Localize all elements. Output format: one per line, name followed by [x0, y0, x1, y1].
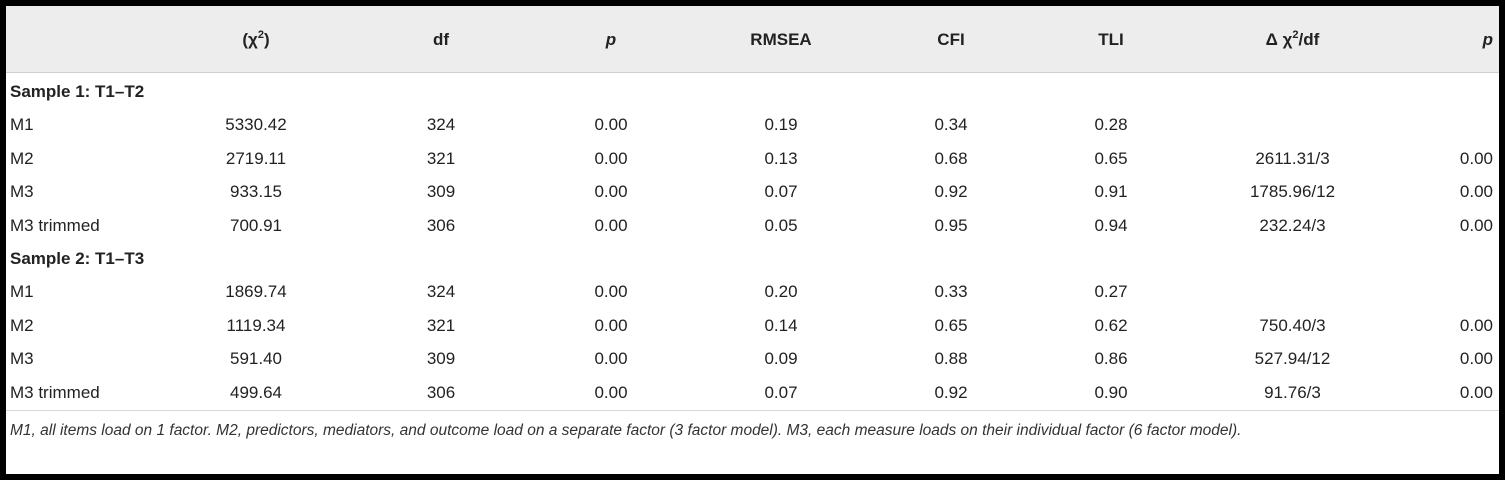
p-delta-cell — [1399, 108, 1499, 142]
delta-chi-square-cell: 750.40/3 — [1259, 315, 1326, 335]
p-delta-cell: 0.00 — [1459, 182, 1493, 202]
rmsea-cell: 0.07 — [764, 382, 798, 402]
df-cell: 321 — [426, 148, 456, 168]
p-cell: 0.00 — [594, 315, 628, 335]
p-cell: 0.00 — [594, 282, 628, 302]
rmsea-cell: 0.07 — [764, 182, 798, 202]
section-header-row: Sample 1: T1–T2 — [6, 75, 1499, 108]
delta-chi-square-cell: 232.24/3 — [1259, 215, 1326, 235]
p-cell: 0.00 — [594, 148, 628, 168]
cfi-cell: 0.33 — [934, 282, 968, 302]
model-cell: M3 trimmed — [10, 382, 100, 402]
model-cell: M1 — [10, 115, 34, 135]
tli-cell: 0.91 — [1094, 182, 1128, 202]
header-delta-chi-square-df: Δ χ2/df — [1265, 29, 1320, 49]
header-chi-square: (χ2) — [242, 29, 270, 49]
df-cell: 321 — [426, 315, 456, 335]
model-cell: M3 — [10, 349, 34, 369]
tli-cell: 0.27 — [1094, 282, 1128, 302]
rmsea-cell: 0.09 — [764, 349, 798, 369]
chi-square-cell: 2719.11 — [225, 148, 287, 168]
tli-cell: 0.28 — [1094, 115, 1128, 135]
chi-square-cell: 591.40 — [230, 349, 282, 369]
df-cell: 309 — [426, 349, 456, 369]
table-header-band — [6, 6, 1499, 73]
table-row: M2 2719.11 321 0.00 0.13 0.68 0.65 2611.31/3 0.0… — [6, 142, 1499, 176]
chi-square-cell: 499.64 — [230, 382, 282, 402]
p-cell: 0.00 — [594, 215, 628, 235]
rmsea-cell: 0.20 — [764, 282, 798, 302]
p-delta-cell: 0.00 — [1459, 349, 1493, 369]
header-empty — [6, 6, 156, 75]
model-cell: M2 — [10, 315, 34, 335]
tli-cell: 0.94 — [1094, 215, 1128, 235]
p-delta-cell: 0.00 — [1459, 215, 1493, 235]
df-cell: 306 — [426, 215, 456, 235]
section-header-row: Sample 2: T1–T3 — [6, 242, 1499, 275]
delta-chi-square-cell: 91.76/3 — [1264, 382, 1321, 402]
chi-square-cell: 933.15 — [230, 182, 282, 202]
model-fit-table: (χ2) df p RMSEA CFI TLI Δ χ2/df p Sample… — [6, 6, 1499, 409]
delta-chi-square-cell: 1785.96/12 — [1249, 182, 1336, 202]
header-p: p — [605, 29, 617, 49]
delta-chi-square-cell — [1186, 275, 1399, 309]
p-cell: 0.00 — [594, 115, 628, 135]
section-title: Sample 2: T1–T3 — [10, 249, 145, 268]
model-cell: M3 trimmed — [10, 215, 100, 235]
table-row: M3 trimmed 499.64 306 0.00 0.07 0.92 0.90 91.76… — [6, 376, 1499, 410]
cfi-cell: 0.34 — [934, 115, 968, 135]
header-df: df — [432, 29, 450, 49]
p-delta-cell: 0.00 — [1459, 148, 1493, 168]
p-delta-cell — [1399, 275, 1499, 309]
p-cell: 0.00 — [594, 349, 628, 369]
model-cell: M2 — [10, 148, 34, 168]
delta-chi-square-cell: 2611.31/3 — [1255, 148, 1330, 168]
cfi-cell: 0.92 — [934, 382, 968, 402]
df-cell: 324 — [426, 115, 456, 135]
tli-cell: 0.65 — [1094, 148, 1128, 168]
table-figure: (χ2) df p RMSEA CFI TLI Δ χ2/df p Sample… — [6, 6, 1499, 474]
delta-chi-square-cell: 527.94/12 — [1254, 349, 1331, 369]
table-row: M1 1869.74 324 0.00 0.20 0.33 0.27 — [6, 275, 1499, 309]
p-cell: 0.00 — [594, 182, 628, 202]
section-title: Sample 1: T1–T2 — [10, 82, 145, 101]
p-delta-cell: 0.00 — [1459, 315, 1493, 335]
rmsea-cell: 0.14 — [764, 315, 798, 335]
chi-square-cell: 1119.34 — [226, 315, 286, 335]
table-row: M3 591.40 309 0.00 0.09 0.88 0.86 527.94/12 0.00 — [6, 342, 1499, 376]
header-p-delta: p — [1482, 29, 1493, 49]
table-row: M3 933.15 309 0.00 0.07 0.92 0.91 1785.96/12 0.0… — [6, 175, 1499, 209]
model-cell: M1 — [10, 282, 34, 302]
tli-cell: 0.62 — [1094, 315, 1128, 335]
rmsea-cell: 0.05 — [764, 215, 798, 235]
table-row: M2 1119.34 321 0.00 0.14 0.65 0.62 750.40/3 0.00 — [6, 309, 1499, 343]
table-body: Sample 1: T1–T2 M1 5330.42 324 0.00 0.19 0.34 0… — [6, 75, 1499, 409]
df-cell: 324 — [426, 282, 456, 302]
header-tli: TLI — [1098, 29, 1124, 49]
rmsea-cell: 0.13 — [764, 148, 798, 168]
chi-square-cell: 5330.42 — [225, 115, 287, 135]
p-delta-cell: 0.00 — [1459, 382, 1493, 402]
chi-square-cell: 1869.74 — [225, 282, 287, 302]
table-header-row: (χ2) df p RMSEA CFI TLI Δ χ2/df p — [6, 6, 1499, 75]
tli-cell: 0.90 — [1094, 382, 1128, 402]
chi-square-cell: 700.91 — [230, 215, 282, 235]
header-cfi: CFI — [937, 29, 965, 49]
cfi-cell: 0.92 — [934, 182, 968, 202]
rmsea-cell: 0.19 — [764, 115, 798, 135]
df-cell: 309 — [426, 182, 456, 202]
table-footnote: M1, all items load on 1 factor. M2, pred… — [6, 410, 1499, 442]
cfi-cell: 0.95 — [934, 215, 968, 235]
tli-cell: 0.86 — [1094, 349, 1128, 369]
header-rmsea: RMSEA — [750, 29, 812, 49]
cfi-cell: 0.88 — [934, 349, 968, 369]
cfi-cell: 0.68 — [934, 148, 968, 168]
model-cell: M3 — [10, 182, 34, 202]
p-cell: 0.00 — [594, 382, 628, 402]
df-cell: 306 — [426, 382, 456, 402]
cfi-cell: 0.65 — [934, 315, 968, 335]
table-row: M1 5330.42 324 0.00 0.19 0.34 0.28 — [6, 108, 1499, 142]
delta-chi-square-cell — [1186, 108, 1399, 142]
table-row: M3 trimmed 700.91 306 0.00 0.05 0.95 0.94 232.2… — [6, 209, 1499, 243]
